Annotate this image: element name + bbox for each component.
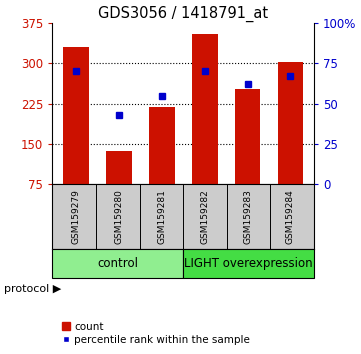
Text: GSM159283: GSM159283 (243, 189, 252, 244)
Bar (106, 151, 132, 184)
Title: GDS3056 / 1418791_at: GDS3056 / 1418791_at (98, 5, 268, 22)
Legend: count, percentile rank within the sample: count, percentile rank within the sample (57, 317, 254, 349)
Text: GSM159280: GSM159280 (114, 189, 123, 244)
Text: control: control (97, 257, 138, 270)
Bar (63, 47, 89, 184)
Text: GSM159282: GSM159282 (200, 189, 209, 244)
Text: GSM159284: GSM159284 (286, 189, 295, 244)
Bar (149, 107, 175, 184)
Bar (52, 249, 183, 278)
Text: LIGHT overexpression: LIGHT overexpression (184, 257, 313, 270)
Bar (278, 62, 303, 184)
Text: GSM159281: GSM159281 (157, 189, 166, 244)
Bar (235, 88, 260, 184)
Text: protocol ▶: protocol ▶ (4, 284, 61, 293)
Bar (192, 34, 218, 184)
Bar (183, 249, 314, 278)
Text: GSM159279: GSM159279 (71, 189, 81, 244)
